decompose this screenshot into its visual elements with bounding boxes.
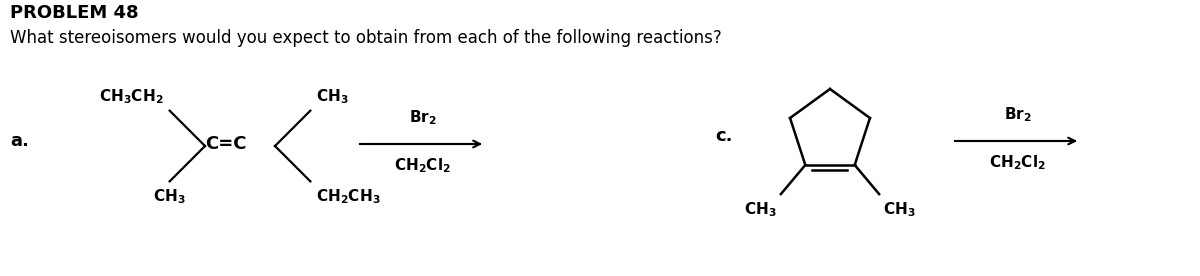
Text: What stereoisomers would you expect to obtain from each of the following reactio: What stereoisomers would you expect to o…	[10, 29, 721, 47]
Text: $\mathbf{Br_2}$: $\mathbf{Br_2}$	[1003, 105, 1032, 124]
Text: PROBLEM 48: PROBLEM 48	[10, 4, 139, 22]
Text: $\mathbf{CH_3CH_2}$: $\mathbf{CH_3CH_2}$	[100, 87, 163, 106]
Text: $\mathbf{CH_3}$: $\mathbf{CH_3}$	[154, 187, 186, 206]
Text: $\mathbf{CH_2Cl_2}$: $\mathbf{CH_2Cl_2}$	[394, 156, 451, 175]
Text: C=C: C=C	[205, 135, 247, 153]
Text: a.: a.	[10, 132, 29, 150]
Text: $\mathbf{CH_3}$: $\mathbf{CH_3}$	[744, 200, 776, 219]
Text: c.: c.	[715, 127, 732, 145]
Text: $\mathbf{CH_3}$: $\mathbf{CH_3}$	[317, 87, 349, 106]
Text: $\mathbf{CH_3}$: $\mathbf{CH_3}$	[883, 200, 916, 219]
Text: $\mathbf{Br_2}$: $\mathbf{Br_2}$	[408, 108, 437, 127]
Text: $\mathbf{CH_2Cl_2}$: $\mathbf{CH_2Cl_2}$	[989, 153, 1046, 172]
Text: $\mathbf{CH_2CH_3}$: $\mathbf{CH_2CH_3}$	[317, 187, 380, 206]
